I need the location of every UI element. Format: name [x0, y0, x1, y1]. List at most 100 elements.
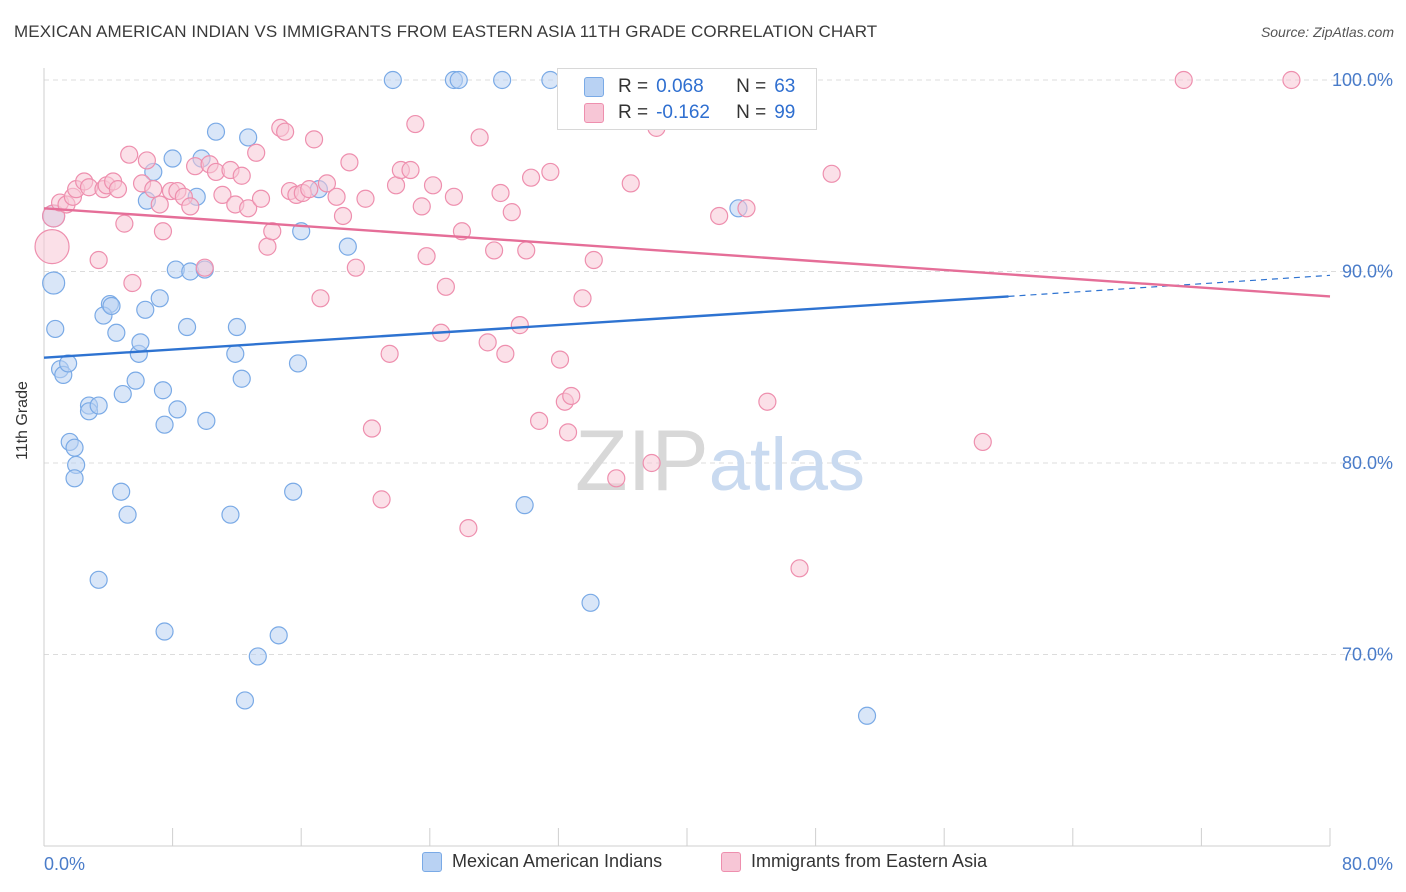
x-tick-label: 0.0% — [44, 854, 85, 874]
point-blue — [269, 626, 288, 645]
y-axis-label: 11th Grade — [14, 381, 31, 460]
point-blue — [206, 122, 226, 141]
n-label: N = — [736, 102, 767, 123]
point-pink — [311, 289, 330, 308]
point-pink — [304, 130, 324, 149]
point-blue — [338, 237, 357, 256]
point-pink — [258, 237, 277, 256]
point-pink — [213, 185, 232, 204]
point-blue — [89, 396, 108, 415]
point-pink — [150, 195, 169, 214]
point-pink — [502, 203, 521, 222]
point-pink — [423, 176, 443, 195]
point-pink — [181, 197, 200, 216]
point-blue — [177, 317, 197, 337]
point-pink — [346, 258, 365, 277]
point-blue — [126, 371, 145, 390]
point-pink — [710, 206, 729, 226]
point-pink — [562, 386, 581, 406]
point-pink — [541, 162, 560, 182]
legend-item-pink[interactable]: Immigrants from Eastern Asia — [721, 851, 987, 872]
y-tick-labels: 70.0% 80.0% 90.0% 100.0% — [1332, 70, 1393, 665]
point-blue — [89, 570, 108, 589]
point-pink — [153, 222, 173, 241]
point-pink — [89, 250, 108, 270]
y-tick-label: 70.0% — [1342, 645, 1393, 665]
point-blue — [449, 70, 468, 90]
y-tick-label: 80.0% — [1342, 453, 1393, 473]
point-blue — [102, 296, 121, 316]
series-legend: Mexican American Indians Immigrants from… — [0, 851, 1406, 877]
point-pink — [436, 277, 455, 296]
point-blue — [107, 323, 126, 342]
point-blue — [168, 400, 187, 419]
point-pink — [317, 174, 337, 193]
point-blue — [248, 647, 267, 666]
point-pink — [362, 419, 382, 438]
point-blue — [493, 70, 512, 90]
point-pink — [108, 180, 128, 199]
blue-r-value: 0.068 — [656, 76, 704, 97]
pink-swatch — [584, 103, 604, 123]
blue-swatch — [584, 77, 604, 97]
point-pink — [417, 247, 436, 266]
point-pink — [642, 453, 661, 473]
point-pink — [737, 199, 756, 218]
point-blue — [150, 289, 169, 308]
x-tick-labels: 0.0% 80.0% — [44, 854, 1393, 874]
point-pink — [478, 333, 497, 352]
point-pink — [251, 189, 271, 208]
grid-lines — [44, 79, 1392, 655]
point-blue — [65, 438, 84, 457]
point-pink — [144, 180, 163, 199]
trend-line-pink — [43, 207, 1331, 298]
watermark-zip: ZIP — [575, 413, 709, 509]
point-pink — [530, 411, 549, 430]
point-pink — [356, 189, 375, 208]
x-tick-label: 80.0% — [1342, 854, 1393, 874]
point-blue — [153, 381, 173, 400]
legend-item-blue[interactable]: Mexican American Indians — [422, 851, 662, 872]
x-ticks — [43, 828, 1331, 846]
point-pink — [333, 206, 353, 226]
point-blue — [118, 505, 137, 524]
r-label: R = — [618, 102, 649, 123]
point-pink — [34, 229, 70, 265]
point-blue — [581, 593, 600, 612]
point-blue — [42, 271, 66, 295]
point-blue — [131, 333, 150, 352]
point-pink — [401, 160, 420, 180]
y-tick-label: 90.0% — [1342, 262, 1393, 282]
trend-line-blue — [43, 295, 1009, 359]
n-label: N = — [736, 76, 767, 97]
point-pink — [758, 392, 777, 411]
point-pink — [412, 197, 431, 216]
point-pink — [573, 289, 592, 308]
point-pink — [120, 145, 139, 164]
point-pink — [822, 164, 841, 183]
point-pink — [485, 241, 504, 260]
point-pink — [1282, 70, 1301, 90]
stats-row-blue: R = 0.068 N = 63 — [584, 76, 795, 98]
point-pink — [195, 258, 214, 277]
point-pink — [521, 168, 541, 187]
point-pink — [327, 187, 346, 206]
point-blue — [227, 317, 246, 337]
point-blue — [197, 411, 216, 430]
point-pink — [550, 350, 570, 369]
chart-title: MEXICAN AMERICAN INDIAN VS IMMIGRANTS FR… — [14, 22, 878, 41]
trend-lines — [43, 207, 1331, 359]
point-pink — [247, 143, 266, 162]
point-blue — [112, 482, 131, 501]
point-pink — [496, 344, 515, 363]
point-pink — [300, 180, 319, 199]
point-blue — [232, 369, 251, 388]
point-blue — [284, 482, 303, 501]
point-blue — [163, 149, 182, 168]
point-blue — [65, 469, 84, 488]
point-pink — [790, 559, 809, 578]
point-blue — [239, 128, 258, 147]
point-blue — [857, 706, 877, 725]
point-blue — [59, 354, 78, 373]
pink-r-value: -0.162 — [656, 102, 710, 123]
